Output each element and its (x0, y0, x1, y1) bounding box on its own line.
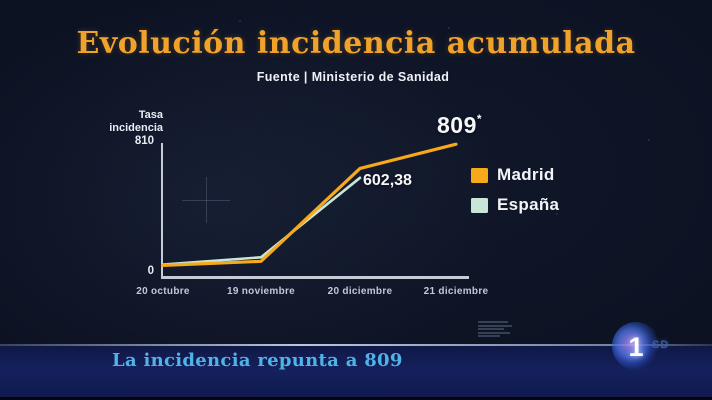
banner-bottom-edge (0, 397, 712, 400)
y-axis-line (161, 143, 163, 278)
banner-separator-line (0, 344, 712, 346)
legend-item-espana: España (471, 195, 559, 215)
la1-channel-logo: 1 (628, 332, 644, 362)
x-tick-21-diciembre: 21 diciembre (423, 286, 489, 297)
x-tick-20-octubre: 20 octubre (136, 286, 190, 297)
madrid-peak-value: 809 (437, 112, 477, 138)
background-noise-dot (556, 213, 558, 215)
madrid-peak-label: 809* (437, 112, 482, 139)
faint-crosshair (182, 200, 230, 201)
madrid-color-swatch (471, 167, 488, 183)
background-noise-dot (239, 20, 241, 22)
x-axis-line (161, 276, 469, 279)
chart-source: Fuente | Ministerio de Sanidad (256, 70, 450, 84)
lower-third-banner (0, 346, 712, 397)
legend: Madrid España (471, 165, 559, 225)
x-tick-20-diciembre: 20 diciembre (327, 286, 393, 297)
espana-color-swatch (471, 197, 488, 213)
y-axis-title: Tasa incidencia (109, 109, 163, 134)
sd-quality-badge: SD (652, 339, 670, 351)
fine-print-block (478, 321, 512, 339)
banner-headline: La incidencia repunta a 809 (112, 350, 403, 371)
legend-label-madrid: Madrid (497, 165, 555, 184)
y-axis-max-tick: 810 (134, 135, 154, 147)
la1-channel-logo-glow (612, 322, 660, 370)
y-axis-min-tick: 0 (147, 265, 154, 277)
asterisk-footnote-marker: * (476, 112, 483, 126)
x-tick-19-noviembre: 19 noviembre (226, 286, 296, 297)
faint-crosshair (206, 177, 207, 223)
legend-label-espana: España (497, 195, 560, 214)
espana-point-label: 602,38 (363, 172, 412, 189)
background-noise-dot (648, 139, 650, 141)
page-title: Evolución incidencia acumulada (76, 26, 636, 61)
legend-item-madrid: Madrid (471, 165, 559, 185)
background-noise-dot (448, 27, 450, 29)
